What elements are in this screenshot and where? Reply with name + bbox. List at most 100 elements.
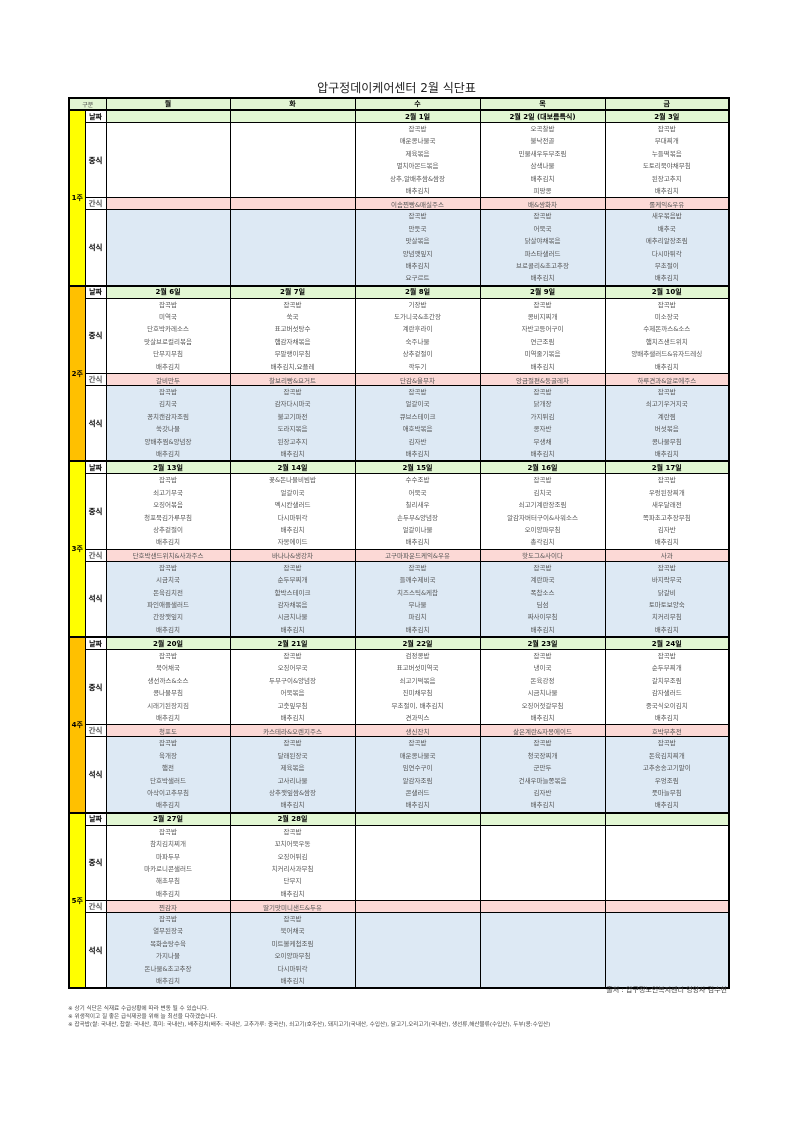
menu-item: 햄전 <box>162 764 174 773</box>
menu-item <box>481 963 604 975</box>
menu-item: 배추김치 <box>654 801 679 810</box>
lunch-cell: 기장밥 도가니국&초간장 계란후라이 숙주나물 상추겉절이 깍두기 <box>354 297 481 375</box>
menu-item: 맛살브로컬리볶음 <box>144 337 192 346</box>
menu-item: 잡곡밥 <box>283 827 302 836</box>
header-gubun: 구분 <box>68 97 107 111</box>
menu-item <box>606 863 728 875</box>
snack-cell: 배&쌍화차 <box>479 197 606 211</box>
menu-item: 손두부&양념장 <box>397 513 438 522</box>
menu-item: 쑥갓나물 <box>156 425 180 434</box>
menu-item: 잡곡밥 <box>159 388 177 397</box>
menu-item: 얼갈이국 <box>405 400 430 409</box>
menu-item: 토마토보양숙 <box>648 600 685 609</box>
dinner-cell: 잡곡밥 김치국 꽁치캔감자조림 쑥갓나물 양배추찜&양념장 배추김치 <box>105 385 231 462</box>
dinner-row: 석식 잡곡밥 시금치국 돈육김치전 파인애플샐러드 간장깻잎지 배추김치 잡곡밥 순두부찌개 함박… <box>69 560 730 638</box>
date-cell: 2월 3일 <box>604 109 730 123</box>
menu-item: 얼갈이국 <box>280 488 305 497</box>
date-cell: 2월 14일 <box>229 460 356 475</box>
date-cell: 2월 16일 <box>479 460 606 475</box>
snack-cell: 청포도 <box>105 724 231 738</box>
menu-item: 배추김치 <box>156 977 180 986</box>
menu-item: 오징어젓갈무침 <box>521 701 564 710</box>
menu-item: 계란파국 <box>530 576 555 585</box>
menu-item <box>231 124 354 136</box>
menu-item <box>356 851 479 863</box>
date-cell <box>354 811 481 826</box>
menu-item: 감자다시마국 <box>274 400 311 409</box>
menu-item: 닭살야채볶음 <box>524 237 561 246</box>
menu-item: 잡곡밥 <box>657 476 676 485</box>
menu-item: 가지튀김 <box>530 412 555 421</box>
menu-item <box>606 875 728 887</box>
date-cell <box>105 109 231 123</box>
menu-item: 잡곡밥 <box>657 652 676 661</box>
menu-item: 닭개장 <box>533 400 552 409</box>
menu-item: 배추김치,요플레 <box>270 362 315 371</box>
snack-cell: 이솜찐빵&매실주스 <box>354 197 481 211</box>
menu-item <box>356 914 479 926</box>
menu-item: 계란후라이 <box>402 325 433 334</box>
menu-item: 피땅콩 <box>533 186 552 195</box>
lunch-cell: 잡곡밥 순두부찌개 갈치무조림 감자샐러드 중국식오이김치 배추김치 <box>604 649 730 726</box>
menu-item: 배추김치 <box>530 449 555 458</box>
date-cell: 2월 1일 <box>354 109 481 123</box>
menu-item: 미트볼케첩조림 <box>271 939 314 948</box>
menu-item: 육개장 <box>159 751 177 760</box>
date-cell: 2월 7일 <box>229 284 356 299</box>
menu-item <box>231 135 354 147</box>
menu-item: 표고버섯탕수 <box>274 325 311 334</box>
menu-item <box>606 938 728 950</box>
menu-item: 잡곡밥 <box>533 476 552 485</box>
menu-item: 배추김치 <box>654 625 679 634</box>
menu-item: 두부구이&양념장 <box>269 676 316 685</box>
menu-item: 얼갈이나물 <box>402 525 433 534</box>
menu-item <box>356 963 479 975</box>
lunch-cell: 잡곡밥 부대찌개 누들떡볶음 도토리묵야채무침 된장고추지 배추김치 <box>604 121 730 199</box>
date-cell: 2월 23일 <box>479 636 606 651</box>
row-label-dinner: 석식 <box>84 736 107 814</box>
menu-item: 깍두기 <box>408 362 427 371</box>
menu-item: 애호박볶음 <box>402 425 433 434</box>
menu-item: 단호박카레소스 <box>147 325 189 334</box>
menu-item: 치커리무침 <box>651 613 682 622</box>
menu-item: 잡곡밥 <box>283 300 302 309</box>
menu-item: 배추김치 <box>530 362 555 371</box>
row-label-snack: 간식 <box>84 197 107 211</box>
menu-item: 수수조밥 <box>405 476 430 485</box>
menu-item <box>107 135 229 147</box>
snack-cell: 호박부추전 <box>604 724 730 738</box>
lunch-cell: 잡곡밥 매운콩나물국 제육볶음 멸치아몬드볶음 상추,알배추쌈&쌈장 배추김치 <box>354 121 481 199</box>
snack-cell: 단호박샌드위치&사과주스 <box>105 548 231 562</box>
menu-item: 배추김치 <box>280 449 305 458</box>
dinner-cell: 잡곡밥 감자다시마국 불고기파전 도라지볶음 된장고추지 배추김치 <box>229 385 356 462</box>
header-row: 구분 월 화 수 목 금 <box>68 97 730 111</box>
menu-item: 상추깻잎쌈&쌈장 <box>269 788 316 797</box>
lunch-cell: 오곡찰밥 불낙전골 민물새우두부조림 삼색나물 배추김치 피땅콩 <box>479 121 606 199</box>
menu-item <box>356 888 479 900</box>
dinner-row: 석식 잡곡밥 김치국 꽁치캔감자조림 쑥갓나물 양배추찜&양념장 배추김치 잡곡밥 감자다시마국… <box>69 385 730 462</box>
dinner-cell: 잡곡밥 들깨수제비국 치즈스틱&케찹 무나물 파김치 배추김치 <box>354 560 481 638</box>
menu-item <box>231 223 354 235</box>
menu-item: 콘샐러드 <box>405 788 430 797</box>
row-label-date: 날짜 <box>84 811 107 826</box>
menu-item: 잡곡밥 <box>159 915 177 924</box>
menu-item: 아삭이고추무침 <box>147 788 189 797</box>
menu-item: 잡곡밥 <box>657 300 676 309</box>
menu-item: 시금치나물 <box>527 689 558 698</box>
menu-item: 무생채 <box>533 437 552 446</box>
menu-item: 배추김치 <box>405 186 430 195</box>
menu-item <box>231 160 354 172</box>
lunch-cell: 잡곡밥 미역국 단호박카레소스 맛살브로컬리볶음 단무지무침 배추김치 <box>105 297 231 375</box>
menu-item: 쑥국 <box>286 313 299 322</box>
menu-item <box>481 925 604 937</box>
date-cell: 2월 9일 <box>479 284 606 299</box>
menu-item <box>606 963 728 975</box>
menu-item: 매운콩나물국 <box>399 751 436 760</box>
dinner-cell: 잡곡밥 쇠고기우거지국 계란찜 버섯볶음 콩나물무침 배추김치 <box>604 385 730 462</box>
menu-item: 배추김치 <box>280 625 305 634</box>
menu-item: 폭찹소스 <box>530 588 555 597</box>
menu-item: 단호박샐러드 <box>150 776 186 785</box>
menu-item: 들깨수제비국 <box>399 576 436 585</box>
menu-item <box>356 875 479 887</box>
menu-item: 멸치아몬드볶음 <box>396 162 439 171</box>
